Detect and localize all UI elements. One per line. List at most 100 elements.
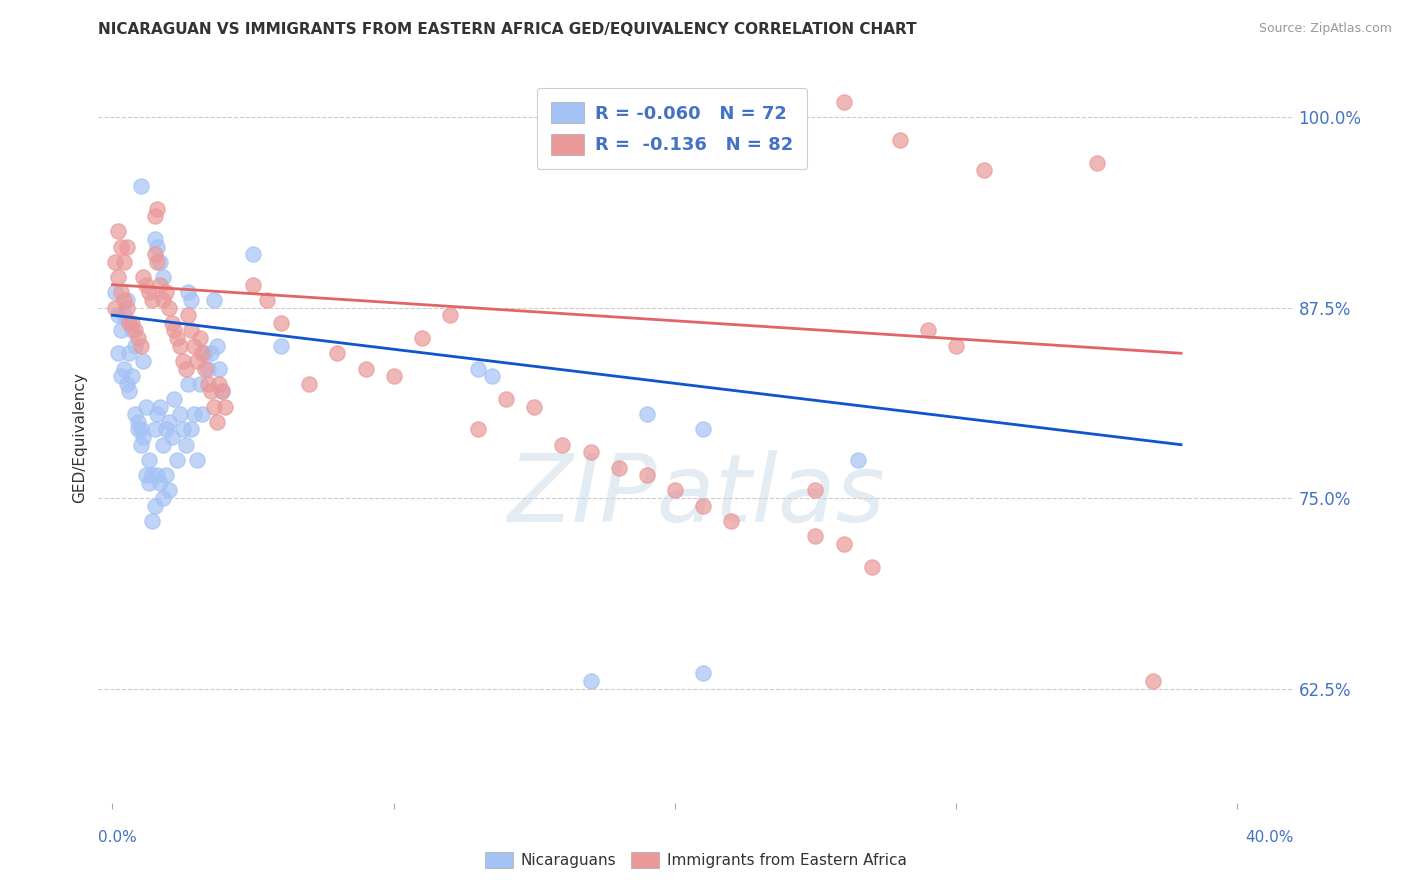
- Point: [127, 422, 149, 436]
- Point: [180, 422, 202, 436]
- Point: [155, 468, 177, 483]
- Point: [186, 453, 208, 467]
- Point: [177, 308, 200, 322]
- Point: [197, 376, 219, 391]
- Point: [112, 255, 135, 269]
- Point: [186, 354, 208, 368]
- Y-axis label: GED/Equivalency: GED/Equivalency: [72, 372, 87, 502]
- Point: [720, 514, 742, 528]
- Point: [152, 293, 174, 307]
- Point: [115, 301, 138, 315]
- Point: [664, 483, 686, 498]
- Point: [146, 255, 169, 269]
- Point: [127, 331, 149, 345]
- Point: [188, 376, 211, 391]
- Point: [945, 338, 967, 352]
- Point: [298, 376, 321, 391]
- Point: [107, 346, 129, 360]
- Point: [214, 400, 236, 414]
- Point: [155, 422, 177, 436]
- Point: [138, 285, 160, 300]
- Point: [481, 369, 503, 384]
- Point: [143, 422, 166, 436]
- Point: [166, 331, 188, 345]
- Point: [191, 407, 214, 421]
- Point: [169, 338, 191, 352]
- Point: [129, 338, 152, 352]
- Point: [132, 430, 155, 444]
- Point: [104, 301, 127, 315]
- Point: [107, 270, 129, 285]
- Point: [692, 499, 714, 513]
- Text: ZIPatlas: ZIPatlas: [508, 450, 884, 541]
- Point: [804, 483, 827, 498]
- Point: [149, 255, 172, 269]
- Point: [194, 346, 217, 360]
- Point: [495, 392, 517, 406]
- Point: [129, 178, 152, 193]
- Point: [110, 285, 132, 300]
- Point: [180, 323, 202, 337]
- Point: [270, 338, 292, 352]
- Point: [172, 354, 194, 368]
- Point: [104, 285, 127, 300]
- Text: 0.0%: 0.0%: [98, 830, 138, 845]
- Point: [115, 376, 138, 391]
- Point: [124, 338, 146, 352]
- Point: [141, 514, 163, 528]
- Point: [692, 666, 714, 681]
- Point: [146, 407, 169, 421]
- Point: [138, 475, 160, 490]
- Point: [118, 384, 141, 399]
- Point: [141, 468, 163, 483]
- Point: [200, 384, 222, 399]
- Point: [146, 468, 169, 483]
- Point: [110, 323, 132, 337]
- Point: [157, 415, 180, 429]
- Point: [149, 400, 172, 414]
- Point: [188, 331, 211, 345]
- Point: [124, 407, 146, 421]
- Point: [135, 277, 157, 292]
- Point: [191, 346, 214, 360]
- Point: [202, 293, 225, 307]
- Point: [132, 354, 155, 368]
- Point: [804, 529, 827, 543]
- Point: [143, 247, 166, 261]
- Point: [636, 468, 658, 483]
- Point: [846, 453, 869, 467]
- Point: [180, 293, 202, 307]
- Point: [146, 239, 169, 253]
- Point: [132, 270, 155, 285]
- Point: [172, 422, 194, 436]
- Point: [579, 673, 602, 688]
- Point: [143, 232, 166, 246]
- Point: [205, 338, 228, 352]
- Point: [467, 361, 489, 376]
- Point: [115, 293, 138, 307]
- Point: [160, 430, 183, 444]
- Point: [149, 475, 172, 490]
- Point: [636, 407, 658, 421]
- Point: [143, 209, 166, 223]
- Text: 40.0%: 40.0%: [1246, 830, 1294, 845]
- Point: [163, 323, 186, 337]
- Point: [523, 400, 546, 414]
- Point: [177, 285, 200, 300]
- Legend: Nicaraguans, Immigrants from Eastern Africa: Nicaraguans, Immigrants from Eastern Afr…: [478, 845, 914, 876]
- Point: [110, 239, 132, 253]
- Point: [163, 392, 186, 406]
- Text: NICARAGUAN VS IMMIGRANTS FROM EASTERN AFRICA GED/EQUIVALENCY CORRELATION CHART: NICARAGUAN VS IMMIGRANTS FROM EASTERN AF…: [98, 22, 917, 37]
- Point: [177, 376, 200, 391]
- Point: [1142, 673, 1164, 688]
- Point: [112, 308, 135, 322]
- Point: [270, 316, 292, 330]
- Point: [194, 361, 217, 376]
- Point: [118, 346, 141, 360]
- Point: [917, 323, 939, 337]
- Point: [174, 361, 197, 376]
- Point: [112, 361, 135, 376]
- Point: [124, 323, 146, 337]
- Point: [832, 95, 855, 109]
- Point: [107, 224, 129, 238]
